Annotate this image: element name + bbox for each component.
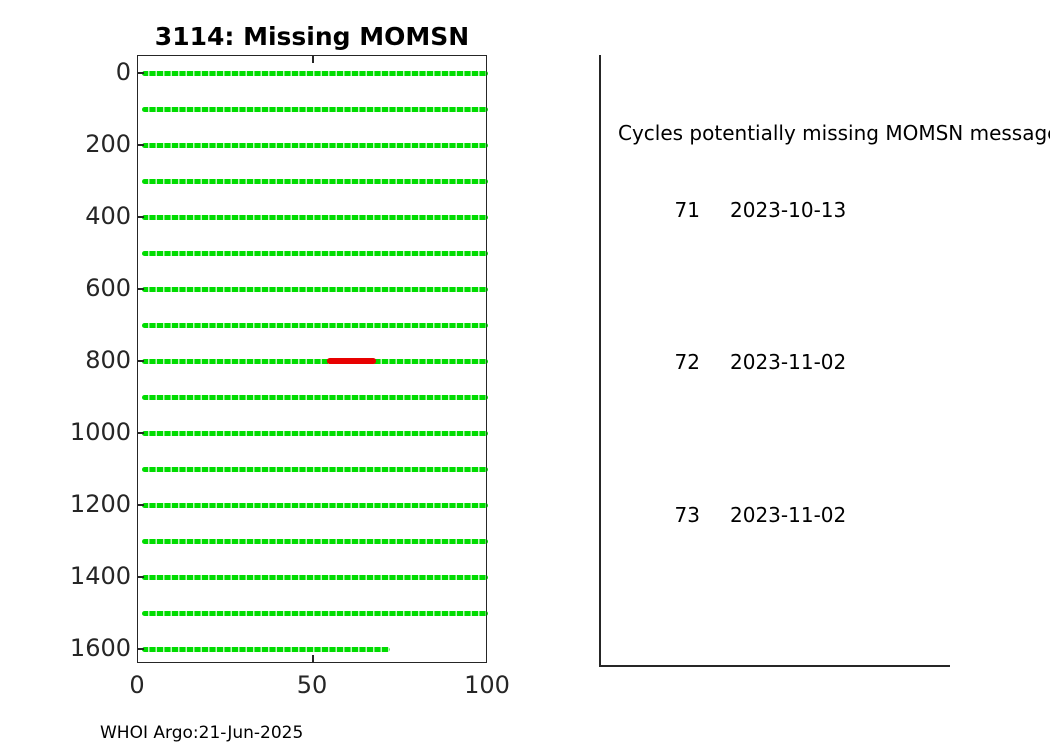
- missing-cycle-row: 72 2023-11-02: [660, 349, 980, 375]
- x-tick-label: 50: [296, 671, 328, 699]
- panel-axis-bottom-spine: [599, 665, 950, 667]
- cycle-date: 2023-11-02: [730, 503, 847, 527]
- momsn-row-line: [141, 250, 488, 256]
- momsn-row-line: [141, 106, 488, 112]
- x-tick-label: 0: [129, 671, 145, 699]
- y-tick-label: 1000: [69, 418, 131, 446]
- missing-cycle-row: 71 2023-10-13: [660, 197, 980, 223]
- y-tick-label: 400: [85, 202, 131, 230]
- x-tick-mark-top: [312, 56, 314, 63]
- momsn-row-line: [141, 286, 488, 292]
- y-tick-mark-left: [138, 216, 144, 218]
- momsn-row-line: [141, 646, 390, 652]
- missing-cycle-row: 73 2023-11-02: [660, 502, 980, 528]
- plot-axes: [137, 55, 488, 663]
- momsn-row-line: [141, 502, 488, 508]
- momsn-row-line: [141, 214, 488, 220]
- y-tick-mark-left: [138, 288, 144, 290]
- y-tick-mark-left: [138, 504, 144, 506]
- cycle-date: 2023-10-13: [730, 198, 847, 222]
- momsn-row-line: [141, 610, 488, 616]
- y-tick-label: 600: [85, 274, 131, 302]
- y-tick-mark-left: [138, 648, 144, 650]
- panel-header: Cycles potentially missing MOMSN message…: [618, 121, 1050, 145]
- y-tick-mark-left: [138, 72, 144, 74]
- y-tick-mark-left: [138, 360, 144, 362]
- panel-axis-left-spine: [599, 55, 601, 666]
- y-tick-mark-left: [138, 576, 144, 578]
- y-tick-mark-left: [138, 144, 144, 146]
- momsn-row-line: [141, 574, 488, 580]
- y-tick-label: 800: [85, 346, 131, 374]
- cycle-date: 2023-11-02: [730, 350, 847, 374]
- momsn-row-line: [141, 430, 488, 436]
- momsn-row-line: [141, 394, 488, 400]
- cycle-number: 71: [674, 198, 700, 222]
- y-tick-label: 1200: [69, 490, 131, 518]
- momsn-row-line: [141, 142, 488, 148]
- figure-caption: WHOI Argo:21-Jun-2025: [100, 723, 304, 743]
- y-tick-label: 200: [85, 130, 131, 158]
- y-tick-mark-left: [138, 432, 144, 434]
- momsn-row-line: [141, 70, 488, 76]
- momsn-row-line: [141, 538, 488, 544]
- momsn-row-line: [141, 466, 488, 472]
- missing-momsn-segment: [327, 358, 376, 364]
- momsn-row-line: [141, 358, 488, 364]
- momsn-row-line: [141, 322, 488, 328]
- x-tick-label: 100: [464, 671, 510, 699]
- cycle-number: 72: [674, 350, 700, 374]
- y-tick-label: 1600: [69, 634, 131, 662]
- momsn-row-line: [141, 178, 488, 184]
- y-tick-label: 1400: [69, 562, 131, 590]
- y-tick-label: 0: [115, 58, 131, 86]
- cycle-number: 73: [674, 503, 700, 527]
- x-tick-mark-bottom: [312, 655, 314, 662]
- plot-title: 3114: Missing MOMSN: [154, 22, 470, 51]
